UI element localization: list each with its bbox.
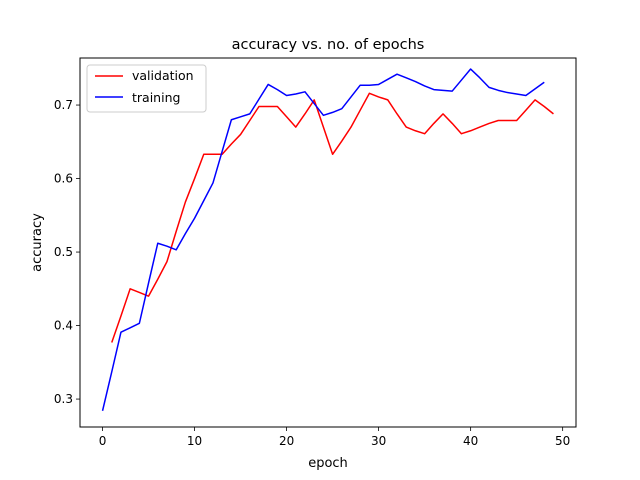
- x-axis-label: epoch: [308, 456, 348, 471]
- y-tick-label: 0.6: [54, 172, 73, 186]
- y-tick-label: 0.3: [54, 392, 73, 406]
- x-tick-label: 0: [99, 434, 107, 448]
- axes-frame: [79, 57, 577, 428]
- series-layer: [101, 68, 554, 412]
- x-tick-label: 30: [371, 434, 386, 448]
- plot-area: 0 10 20 30 40 50 0.3 0.4 0.5 0.6 0.7: [54, 57, 577, 448]
- y-axis-ticks: 0.3 0.4 0.5 0.6 0.7: [54, 98, 80, 406]
- legend-label-training: training: [132, 90, 180, 105]
- x-tick-label: 50: [555, 434, 570, 448]
- y-tick-label: 0.7: [54, 98, 73, 112]
- legend: validation training: [86, 64, 207, 113]
- x-axis-ticks: 0 10 20 30 40 50: [99, 427, 570, 448]
- x-tick-label: 10: [187, 434, 202, 448]
- series-line-validation: [111, 92, 554, 343]
- chart-title: accuracy vs. no. of epochs: [232, 37, 425, 53]
- y-tick-label: 0.4: [54, 319, 73, 333]
- x-tick-label: 40: [463, 434, 478, 448]
- legend-label-validation: validation: [132, 68, 194, 83]
- y-axis-label: accuracy: [30, 213, 45, 272]
- x-tick-label: 20: [279, 434, 294, 448]
- y-tick-label: 0.5: [54, 245, 73, 259]
- series-line-training: [101, 68, 545, 412]
